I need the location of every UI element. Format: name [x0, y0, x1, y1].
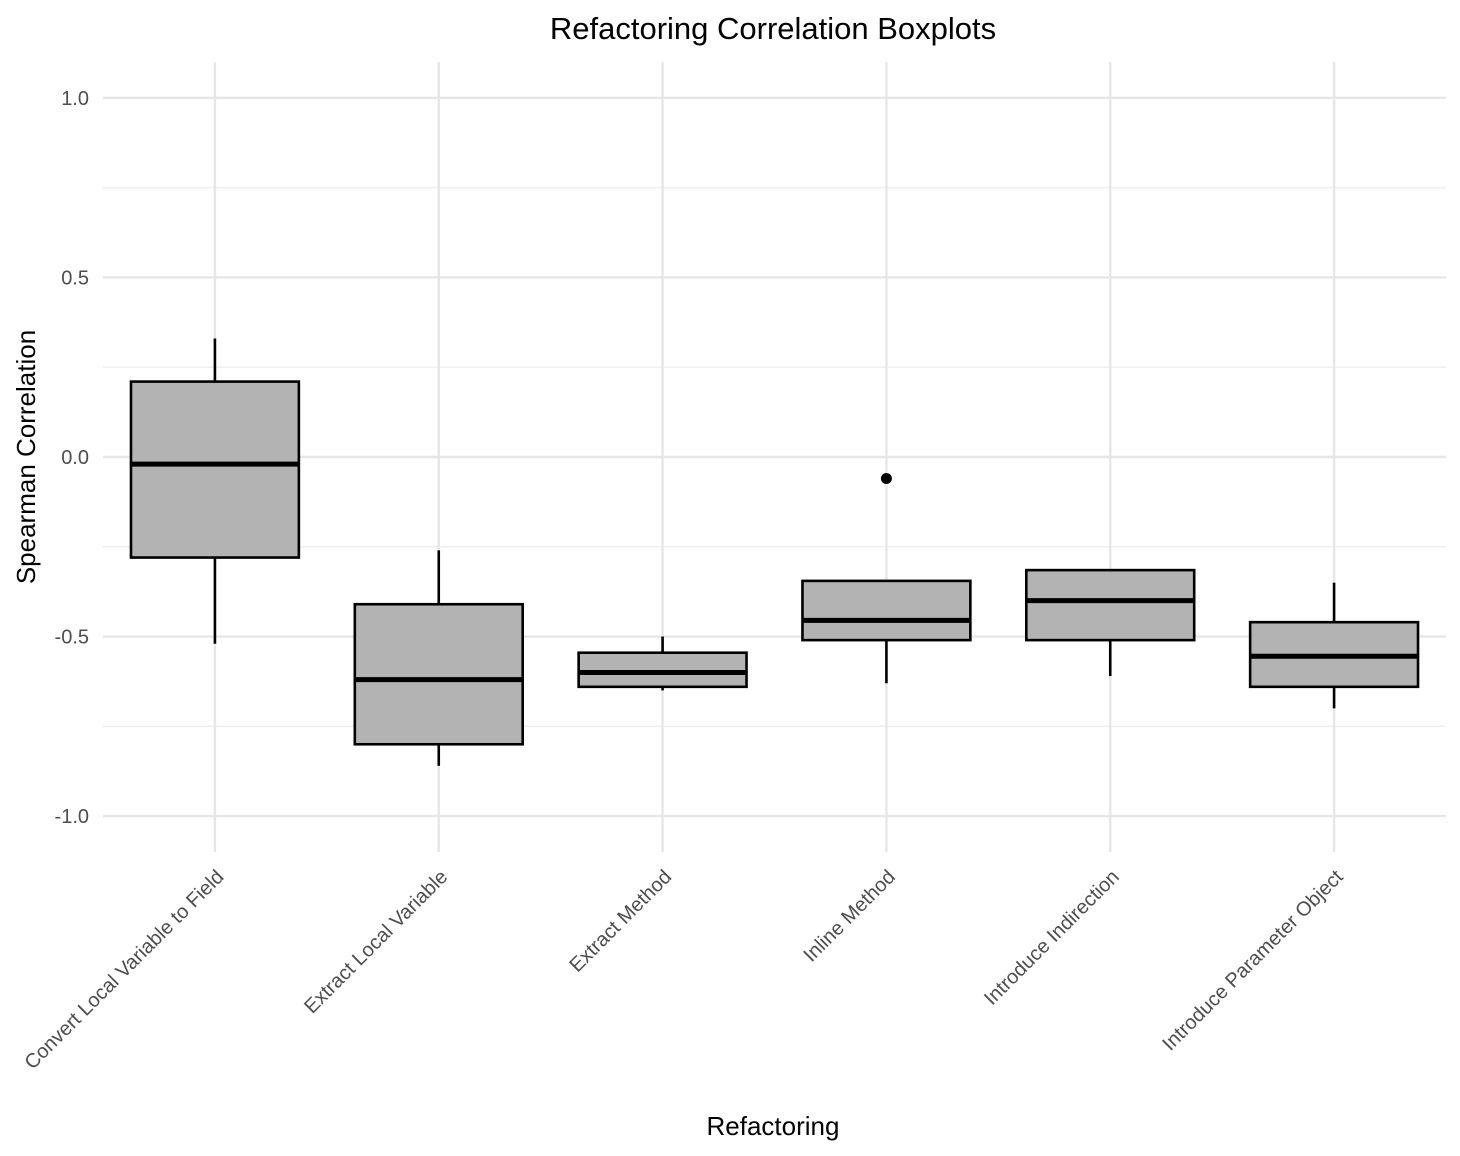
y-tick-label: -0.5: [55, 627, 89, 649]
box-group: [801, 473, 972, 684]
box-group: [577, 636, 748, 691]
x-tick-label: Convert Local Variable to Field: [21, 866, 229, 1074]
box-group: [129, 338, 301, 644]
boxes: [129, 338, 1420, 766]
chart-title: Refactoring Correlation Boxplots: [550, 11, 996, 46]
y-tick-label: 0.0: [61, 447, 89, 469]
x-axis-title: Refactoring: [707, 1111, 840, 1141]
box: [129, 380, 301, 559]
box-group: [1248, 582, 1420, 709]
x-axis-labels: Convert Local Variable to Field Extract L…: [21, 866, 1348, 1074]
y-axis-ticks: -1.0 -0.5 0.0 0.5 1.0: [55, 88, 89, 828]
box-group: [353, 550, 524, 766]
box-group: [1025, 568, 1196, 677]
x-tick-label: Inline Method: [799, 866, 899, 966]
x-tick-label: Introduce Indirection: [980, 866, 1124, 1010]
grid: [103, 62, 1446, 852]
box: [801, 579, 972, 642]
y-tick-label: 0.5: [61, 267, 89, 289]
x-tick-label: Introduce Parameter Object: [1158, 866, 1348, 1056]
y-tick-label: 1.0: [61, 88, 89, 110]
y-tick-label: -1.0: [55, 806, 89, 828]
box: [1025, 568, 1196, 642]
outlier-point: [880, 473, 892, 485]
y-axis-title: Spearman Correlation: [11, 330, 41, 584]
box: [577, 651, 748, 689]
box: [353, 602, 524, 746]
x-tick-label: Extract Method: [565, 866, 676, 977]
x-tick-label: Extract Local Variable: [300, 866, 452, 1018]
